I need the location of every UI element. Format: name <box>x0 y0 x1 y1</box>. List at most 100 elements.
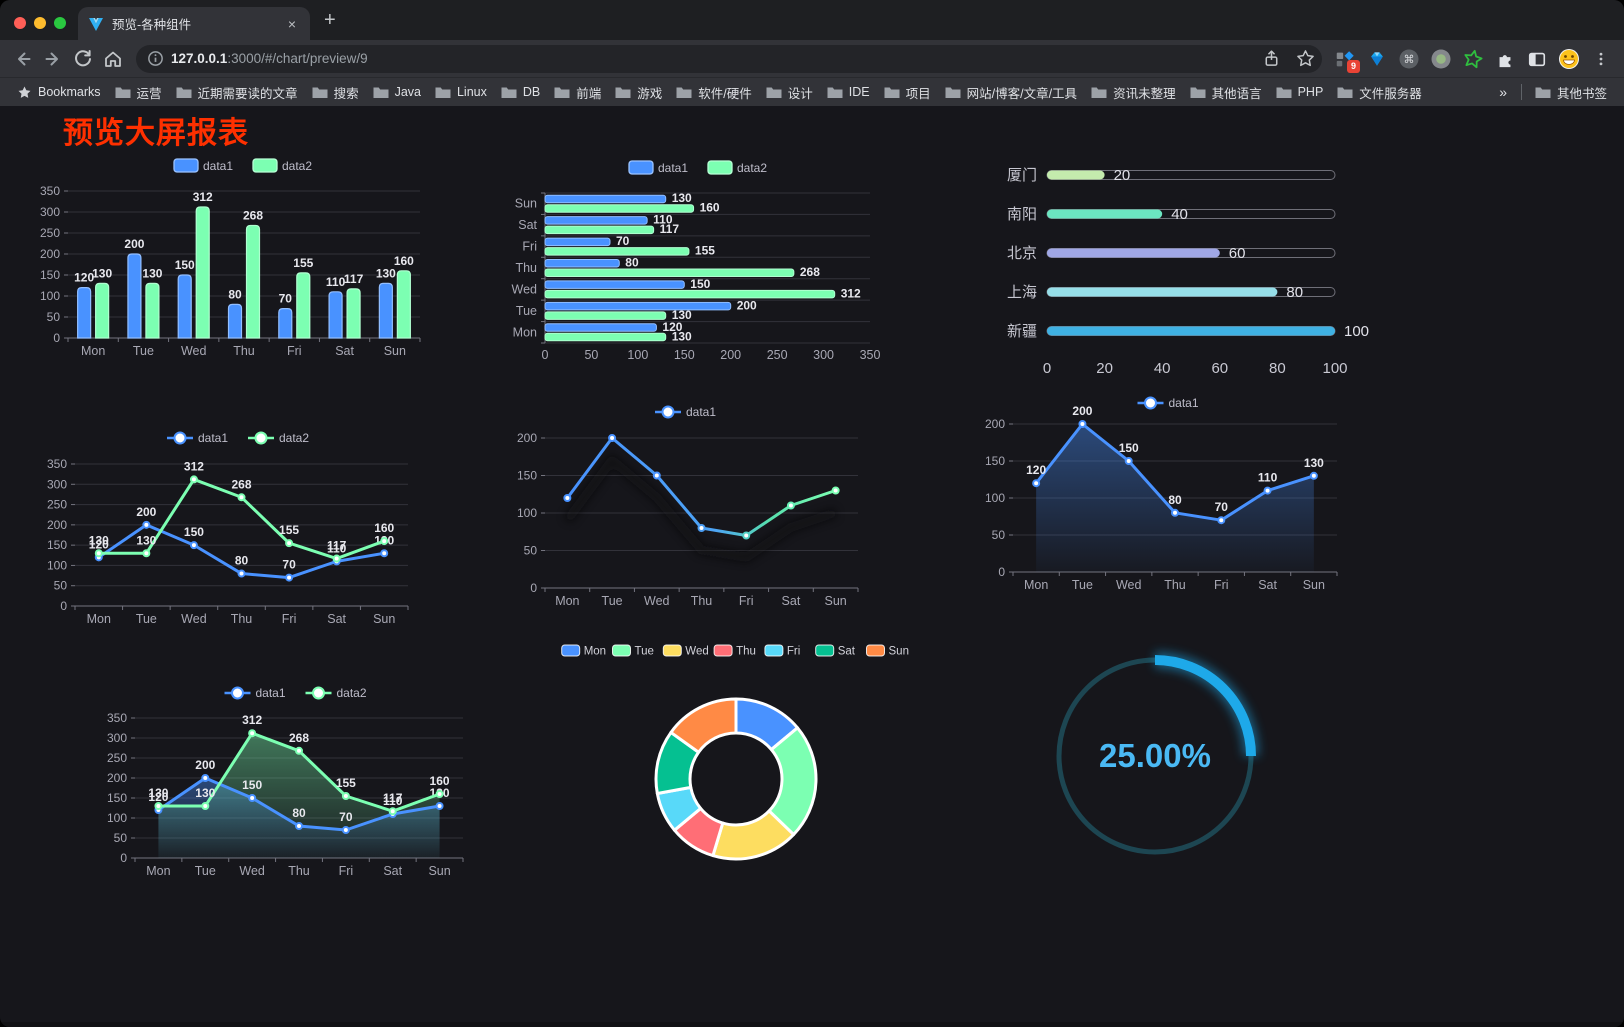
bookmark-folder[interactable]: Java <box>366 82 428 102</box>
minimize-window-button[interactable] <box>34 17 46 29</box>
tab-title: 预览-各种组件 <box>112 18 192 32</box>
svg-text:130: 130 <box>672 191 692 205</box>
svg-text:Sun: Sun <box>428 864 450 878</box>
bookmark-folder[interactable]: DB <box>494 82 547 102</box>
svg-text:268: 268 <box>289 731 309 745</box>
bookmark-folder[interactable]: 设计 <box>759 80 820 105</box>
bookmark-folder[interactable]: IDE <box>820 82 877 102</box>
bookmarks-separator <box>1520 84 1522 100</box>
svg-text:200: 200 <box>124 237 144 251</box>
bookmark-folder[interactable]: 网站/博客/文章/工具 <box>938 80 1084 105</box>
bookmark-star-button[interactable] <box>1292 46 1318 72</box>
bookmark-folder-label: 游戏 <box>637 86 663 101</box>
site-info-icon[interactable] <box>148 51 163 66</box>
svg-text:268: 268 <box>231 477 251 491</box>
bookmarks-overflow-chevron[interactable]: » <box>1499 84 1507 100</box>
folder-icon <box>554 87 570 98</box>
extension-evernote-button[interactable] <box>1458 45 1488 73</box>
extension-devtools-button[interactable]: 9 <box>1330 45 1360 73</box>
svg-text:350: 350 <box>40 184 60 198</box>
chart-gradient-line-canvas[interactable]: data1 0 50 100 150 200 Mon Tue Wed Thu Fri Sat Sun <box>495 399 880 614</box>
svg-text:80: 80 <box>1269 360 1286 377</box>
chart-gauge-canvas[interactable]: 25.00% <box>1035 634 1275 879</box>
forward-button[interactable] <box>38 44 68 74</box>
other-bookmarks-item[interactable]: 其他书签 <box>1528 80 1614 105</box>
browser-tab[interactable]: 预览-各种组件 × <box>78 7 310 40</box>
svg-text:60: 60 <box>1211 360 1228 377</box>
bookmark-folder[interactable]: 前端 <box>547 80 608 105</box>
bookmark-folder[interactable]: 搜索 <box>305 80 366 105</box>
chart-area-single-canvas[interactable]: data1 0 50 100 150 200 Mon Tue Wed Thu Fri Sat Sun 12… <box>975 389 1365 601</box>
svg-text:110: 110 <box>327 541 347 555</box>
bookmark-folder[interactable]: Linux <box>428 82 494 102</box>
svg-text:Tue: Tue <box>602 594 623 608</box>
svg-text:50: 50 <box>114 831 128 845</box>
svg-text:Tue: Tue <box>136 612 157 626</box>
tab-close-icon[interactable]: × <box>287 15 296 32</box>
bookmark-folder[interactable]: 运营 <box>108 80 169 105</box>
side-panel-button[interactable] <box>1522 45 1552 73</box>
bookmark-folder-label: DB <box>522 85 541 99</box>
url-bar[interactable]: 127.0.0.1:3000/#/chart/preview/9 <box>136 44 1322 73</box>
svg-text:150: 150 <box>107 791 127 805</box>
svg-text:312: 312 <box>841 286 861 300</box>
svg-text:Sat: Sat <box>327 612 346 626</box>
svg-text:70: 70 <box>616 234 630 248</box>
svg-text:250: 250 <box>47 498 67 512</box>
svg-text:120: 120 <box>1026 463 1046 477</box>
star-icon <box>1296 50 1314 67</box>
svg-text:Sat: Sat <box>1258 578 1277 592</box>
share-button[interactable] <box>1258 46 1284 72</box>
extension-record-button[interactable] <box>1426 45 1456 73</box>
extensions-puzzle-button[interactable] <box>1490 45 1520 73</box>
svg-text:Thu: Thu <box>233 344 255 358</box>
svg-text:117: 117 <box>660 222 680 236</box>
chart-progress-bars-canvas[interactable]: 厦门 20 南阳 40 北京 60 上海 80 新疆 100 0 20 40 60 80 100 <box>985 149 1385 384</box>
svg-text:data1: data1 <box>1169 396 1199 410</box>
bookmark-folder[interactable]: PHP <box>1269 82 1331 102</box>
new-tab-button[interactable]: + <box>324 9 336 31</box>
browser-menu-button[interactable] <box>1586 45 1616 73</box>
chart-area-two-series-canvas[interactable]: data1 data2 0 50 100 150 200 250 300 350 Mon Tue Wed… <box>105 679 490 894</box>
folder-icon <box>501 87 517 98</box>
bookmark-folder[interactable]: 其他语言 <box>1183 80 1269 105</box>
extension-command-button[interactable]: ⌘ <box>1394 45 1424 73</box>
bookmark-folder[interactable]: 文件服务器 <box>1330 80 1429 105</box>
svg-text:Mon: Mon <box>87 612 111 626</box>
maximize-window-button[interactable] <box>54 17 66 29</box>
svg-text:120: 120 <box>89 537 109 551</box>
profile-avatar-button[interactable] <box>1554 45 1584 73</box>
bookmark-folder[interactable]: 近期需要读的文章 <box>169 80 305 105</box>
chart-donut-canvas[interactable]: Mon Tue Wed Thu Fri Sat Sun <box>535 639 935 904</box>
bookmarks-manager-item[interactable]: Bookmarks <box>10 82 108 103</box>
svg-text:155: 155 <box>336 776 356 790</box>
extension-gem-button[interactable] <box>1362 45 1392 73</box>
home-button[interactable] <box>98 44 128 74</box>
svg-text:150: 150 <box>690 277 710 291</box>
svg-text:200: 200 <box>1072 404 1092 418</box>
bookmark-folder[interactable]: 软件/硬件 <box>669 80 758 105</box>
bookmark-folder-label: 搜索 <box>333 86 359 101</box>
svg-text:100: 100 <box>627 348 648 362</box>
back-button[interactable] <box>8 44 38 74</box>
svg-text:150: 150 <box>674 348 695 362</box>
svg-text:110: 110 <box>326 275 346 289</box>
command-circle-icon: ⌘ <box>1399 49 1419 68</box>
chart-two-series-line-canvas[interactable]: data1 data2 0 50 100 150 200 250 300 350 Mon Tue Wed… <box>45 423 435 638</box>
svg-text:250: 250 <box>107 751 127 765</box>
svg-text:100: 100 <box>107 811 127 825</box>
folder-icon <box>115 87 131 98</box>
svg-text:117: 117 <box>327 539 347 553</box>
bookmark-folder[interactable]: 游戏 <box>608 80 669 105</box>
bookmark-folder[interactable]: 资讯未整理 <box>1084 80 1183 105</box>
bookmark-folder[interactable]: 项目 <box>877 80 938 105</box>
svg-text:268: 268 <box>243 208 263 222</box>
emoji-avatar-icon <box>1559 48 1579 69</box>
reload-button[interactable] <box>68 44 98 74</box>
svg-text:100: 100 <box>517 506 537 520</box>
close-window-button[interactable] <box>14 17 26 29</box>
chart-grouped-bar-canvas[interactable]: data1 data2 0 50 100 150 200 250 300 350 Mon Tue Wed… <box>40 151 450 366</box>
svg-text:200: 200 <box>737 298 757 312</box>
